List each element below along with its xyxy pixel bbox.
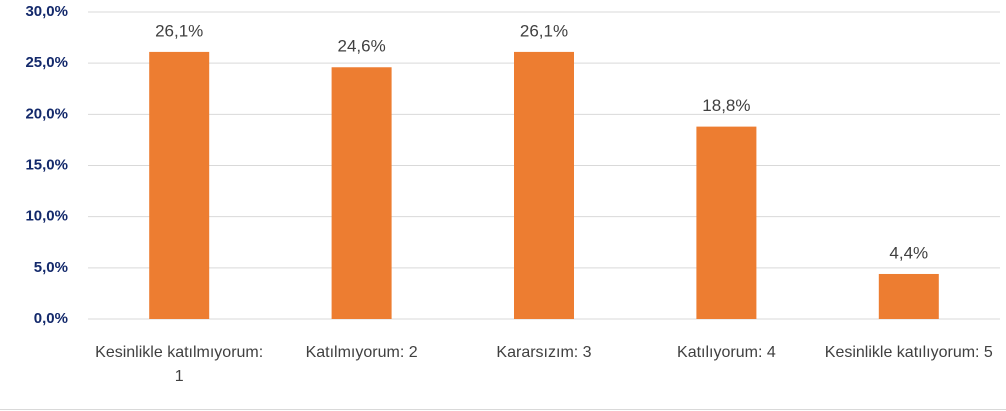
data-label: 24,6% <box>337 37 385 56</box>
bar <box>514 51 574 319</box>
y-tick-label: 0,0% <box>34 310 68 327</box>
data-label: 18,8% <box>702 96 750 115</box>
y-tick-label: 30,0% <box>25 3 68 20</box>
y-tick-label: 5,0% <box>34 259 68 276</box>
x-tick-label: Kesinlikle katılmıyorum: 1 <box>95 344 264 385</box>
data-label: 4,4% <box>889 243 928 262</box>
bar <box>878 273 939 319</box>
y-tick-label: 10,0% <box>25 208 68 225</box>
x-tick-label: Katılmıyorum: 2 <box>305 344 418 361</box>
bar <box>696 126 757 319</box>
data-label: 26,1% <box>520 21 568 40</box>
bar <box>331 67 392 319</box>
y-tick-label: 15,0% <box>25 156 68 173</box>
bar <box>149 51 210 319</box>
x-tick-label: Kararsızım: 3 <box>496 344 592 361</box>
y-tick-label: 20,0% <box>25 105 68 122</box>
x-tick-label: Kesinlikle katılıyorum: 5 <box>824 344 993 361</box>
y-tick-label: 25,0% <box>25 54 68 71</box>
data-label: 26,1% <box>155 21 203 40</box>
x-tick-label: Katılıyorum: 4 <box>677 344 776 361</box>
